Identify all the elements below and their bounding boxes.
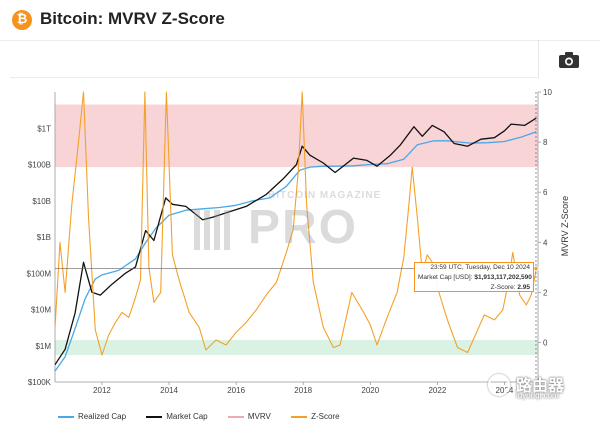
legend-swatch-market-cap bbox=[146, 415, 163, 418]
band-undervalued bbox=[55, 339, 538, 355]
y-right-tick-label: 6 bbox=[543, 188, 548, 197]
tooltip-time: 23:59 UTC, Tuesday, Dec 10 2024 bbox=[430, 264, 530, 271]
bitcoin-logo-icon: ₿ bbox=[12, 10, 32, 30]
y-left-tick-label: $1M bbox=[35, 342, 51, 351]
brand-logo-icon bbox=[488, 374, 510, 396]
hover-point bbox=[533, 265, 539, 272]
x-tick-label: 2020 bbox=[361, 386, 379, 395]
x-tick-label: 2018 bbox=[294, 386, 312, 395]
hover-tooltip: 23:59 UTC, Tuesday, Dec 10 2024 Market C… bbox=[414, 262, 534, 292]
tooltip-market-cap-label: Market Cap [USD]: bbox=[418, 274, 473, 281]
y-right-axis-title: MVRV Z-Score bbox=[560, 196, 570, 256]
y-left-tick-label: $100K bbox=[28, 378, 52, 387]
y-left-tick-label: $10M bbox=[31, 306, 51, 315]
site-brand-watermark: 路由器 luyouqi.com bbox=[488, 372, 588, 402]
series-realized-cap bbox=[54, 131, 537, 372]
chart-title: Bitcoin: MVRV Z-Score bbox=[40, 9, 225, 28]
band-overvalued bbox=[55, 104, 538, 168]
x-tick-label: 2022 bbox=[428, 386, 446, 395]
legend-item-market-cap[interactable]: Market Cap bbox=[146, 412, 208, 421]
legend-item-zscore[interactable]: Z-Score bbox=[291, 412, 340, 421]
tooltip-zscore: Z-Score: 2.95 bbox=[418, 283, 530, 293]
y-left-tick-label: $100M bbox=[27, 269, 52, 278]
chart-header: ₿ Bitcoin: MVRV Z-Score bbox=[0, 0, 600, 41]
y-right-tick-label: 10 bbox=[543, 88, 552, 97]
brand-domain: luyouqi.com bbox=[516, 391, 559, 400]
y-left-tick-label: $1T bbox=[37, 124, 51, 133]
tooltip-zscore-label: Z-Score: bbox=[490, 284, 516, 291]
y-right-tick-label: 4 bbox=[543, 238, 548, 247]
chart-legend: Realized Cap Market Cap MVRV Z-Score bbox=[58, 412, 358, 424]
legend-swatch-zscore bbox=[291, 415, 308, 418]
y-left-tick-label: $100B bbox=[28, 161, 51, 170]
legend-swatch-realized-cap bbox=[58, 415, 74, 418]
header-divider bbox=[10, 77, 538, 78]
series-z-score bbox=[54, 91, 537, 356]
tooltip-zscore-value: 2.95 bbox=[517, 284, 530, 291]
legend-item-mvrv[interactable]: MVRV bbox=[227, 412, 271, 421]
chart-toolbar bbox=[538, 40, 600, 78]
legend-label-mvrv: MVRV bbox=[247, 412, 271, 421]
y-left-tick-label: $10B bbox=[32, 197, 51, 206]
brand-name: 路由器 bbox=[516, 376, 565, 395]
tooltip-market-cap: Market Cap [USD]: $1,913,117,202,590 bbox=[418, 273, 532, 283]
legend-label-zscore: Z-Score bbox=[311, 412, 340, 421]
y-left-tick-label: $1B bbox=[37, 233, 51, 242]
camera-icon[interactable] bbox=[557, 50, 581, 70]
y-right-tick-label: 0 bbox=[543, 338, 548, 347]
x-tick-label: 2016 bbox=[227, 386, 245, 395]
legend-label-realized-cap: Realized Cap bbox=[78, 412, 127, 421]
legend-label-market-cap: Market Cap bbox=[166, 412, 208, 421]
y-right-tick-label: 2 bbox=[543, 288, 548, 297]
tooltip-market-cap-value: $1,913,117,202,590 bbox=[474, 274, 532, 281]
y-right-tick-label: 8 bbox=[543, 138, 548, 147]
legend-swatch-mvrv bbox=[227, 415, 244, 418]
legend-item-realized-cap[interactable]: Realized Cap bbox=[58, 412, 126, 421]
x-tick-label: 2014 bbox=[160, 386, 178, 395]
x-tick-label: 2012 bbox=[93, 386, 111, 395]
